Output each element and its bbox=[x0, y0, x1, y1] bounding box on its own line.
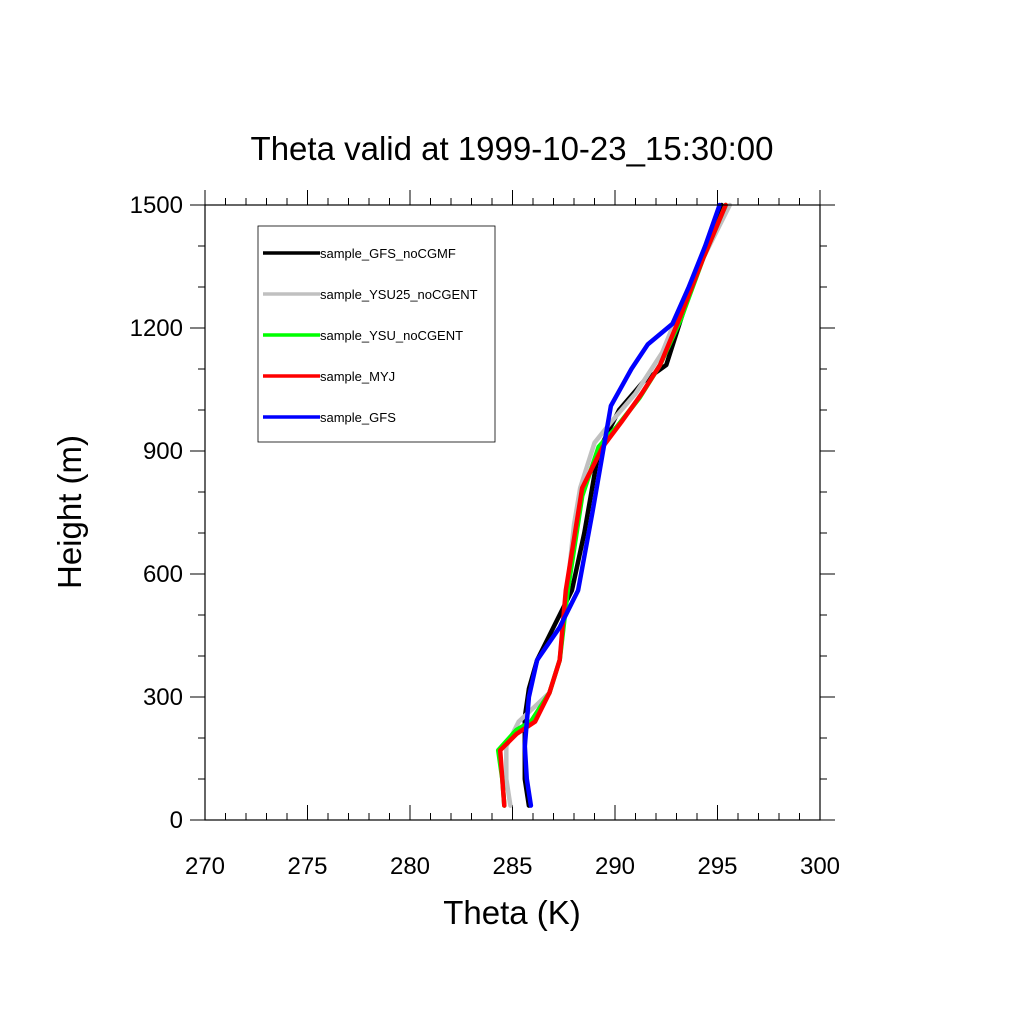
x-axis-label: Theta (K) bbox=[443, 894, 581, 931]
legend-label: sample_YSU25_noCGENT bbox=[320, 287, 478, 302]
legend-label: sample_GFS bbox=[320, 410, 396, 425]
x-tick-label: 270 bbox=[185, 853, 225, 880]
series-line-sample_GFS_noCGMF bbox=[522, 202, 724, 808]
legend: sample_GFS_noCGMF sample_YSU25_noCGENTsam… bbox=[257, 225, 496, 443]
y-tick-label: 600 bbox=[143, 561, 183, 588]
x-tick-label: 295 bbox=[697, 853, 737, 880]
y-tick-label: 300 bbox=[143, 684, 183, 711]
x-tick-label: 280 bbox=[390, 853, 430, 880]
legend-label: sample_GFS_noCGMF bbox=[320, 246, 456, 261]
y-axis-label: Height (m) bbox=[51, 435, 88, 589]
x-tick-label: 285 bbox=[492, 853, 532, 880]
data-series bbox=[495, 202, 733, 808]
y-tick-label: 0 bbox=[170, 807, 183, 834]
axis-ticks: 270 275 280 285 290 295 300 0 300 600 900 1200 1500 bbox=[130, 190, 840, 880]
y-tick-label: 1500 bbox=[130, 192, 183, 219]
plot-frame bbox=[204, 204, 821, 821]
y-tick-label: 1200 bbox=[130, 315, 183, 342]
x-tick-label: 275 bbox=[287, 853, 327, 880]
y-tick-label: 900 bbox=[143, 438, 183, 465]
x-tick-label: 300 bbox=[800, 853, 840, 880]
series-line-sample_GFS bbox=[522, 202, 722, 808]
series-line-sample_MYJ bbox=[497, 202, 728, 808]
series-line-sample_YSU_noCGENT bbox=[495, 202, 728, 808]
x-tick-label: 290 bbox=[595, 853, 635, 880]
legend-label: sample_MYJ bbox=[320, 369, 395, 384]
chart-title: Theta valid at 1999-10-23_15:30:00 bbox=[251, 130, 774, 167]
legend-label: sample_YSU_noCGENT bbox=[320, 328, 463, 343]
